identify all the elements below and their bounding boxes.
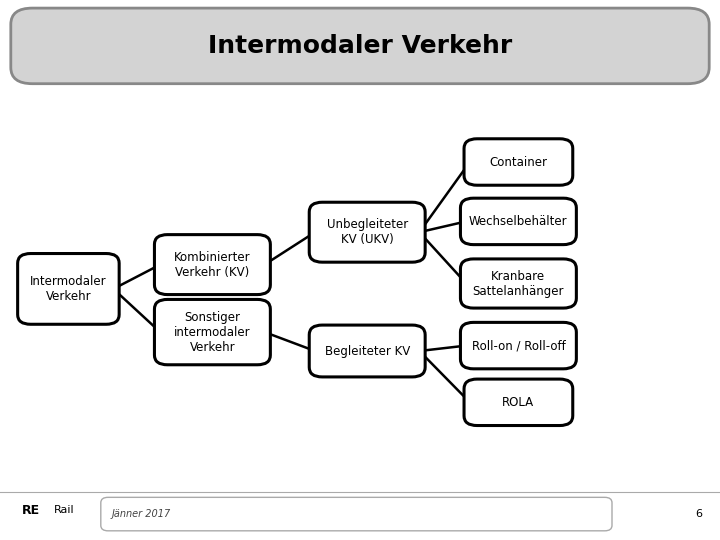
Text: Roll-on / Roll-off: Roll-on / Roll-off [472,339,565,352]
Text: Begleiteter KV: Begleiteter KV [325,345,410,357]
FancyBboxPatch shape [461,322,577,369]
Text: 6: 6 [695,509,702,519]
FancyBboxPatch shape [310,325,425,377]
FancyBboxPatch shape [17,254,120,324]
Text: Container: Container [490,156,547,168]
FancyBboxPatch shape [310,202,425,262]
FancyBboxPatch shape [154,234,270,295]
Text: Intermodaler
Verkehr: Intermodaler Verkehr [30,275,107,303]
Text: ROLA: ROLA [503,396,534,409]
Text: Wechselbehälter: Wechselbehälter [469,215,567,228]
FancyBboxPatch shape [464,379,573,426]
Text: Sonstiger
intermodaler
Verkehr: Sonstiger intermodaler Verkehr [174,310,251,354]
FancyBboxPatch shape [154,299,270,365]
Text: Rail: Rail [54,505,75,515]
Text: Unbegleiteter
KV (UKV): Unbegleiteter KV (UKV) [327,218,408,246]
FancyBboxPatch shape [461,259,577,308]
Text: Intermodaler Verkehr: Intermodaler Verkehr [208,34,512,58]
Text: RE: RE [22,504,40,517]
FancyBboxPatch shape [11,8,709,84]
Text: Jänner 2017: Jänner 2017 [112,509,171,519]
FancyBboxPatch shape [461,198,577,245]
FancyBboxPatch shape [101,497,612,531]
Text: Kombinierter
Verkehr (KV): Kombinierter Verkehr (KV) [174,251,251,279]
Text: Kranbare
Sattelanhänger: Kranbare Sattelanhänger [472,269,564,298]
FancyBboxPatch shape [464,139,573,185]
